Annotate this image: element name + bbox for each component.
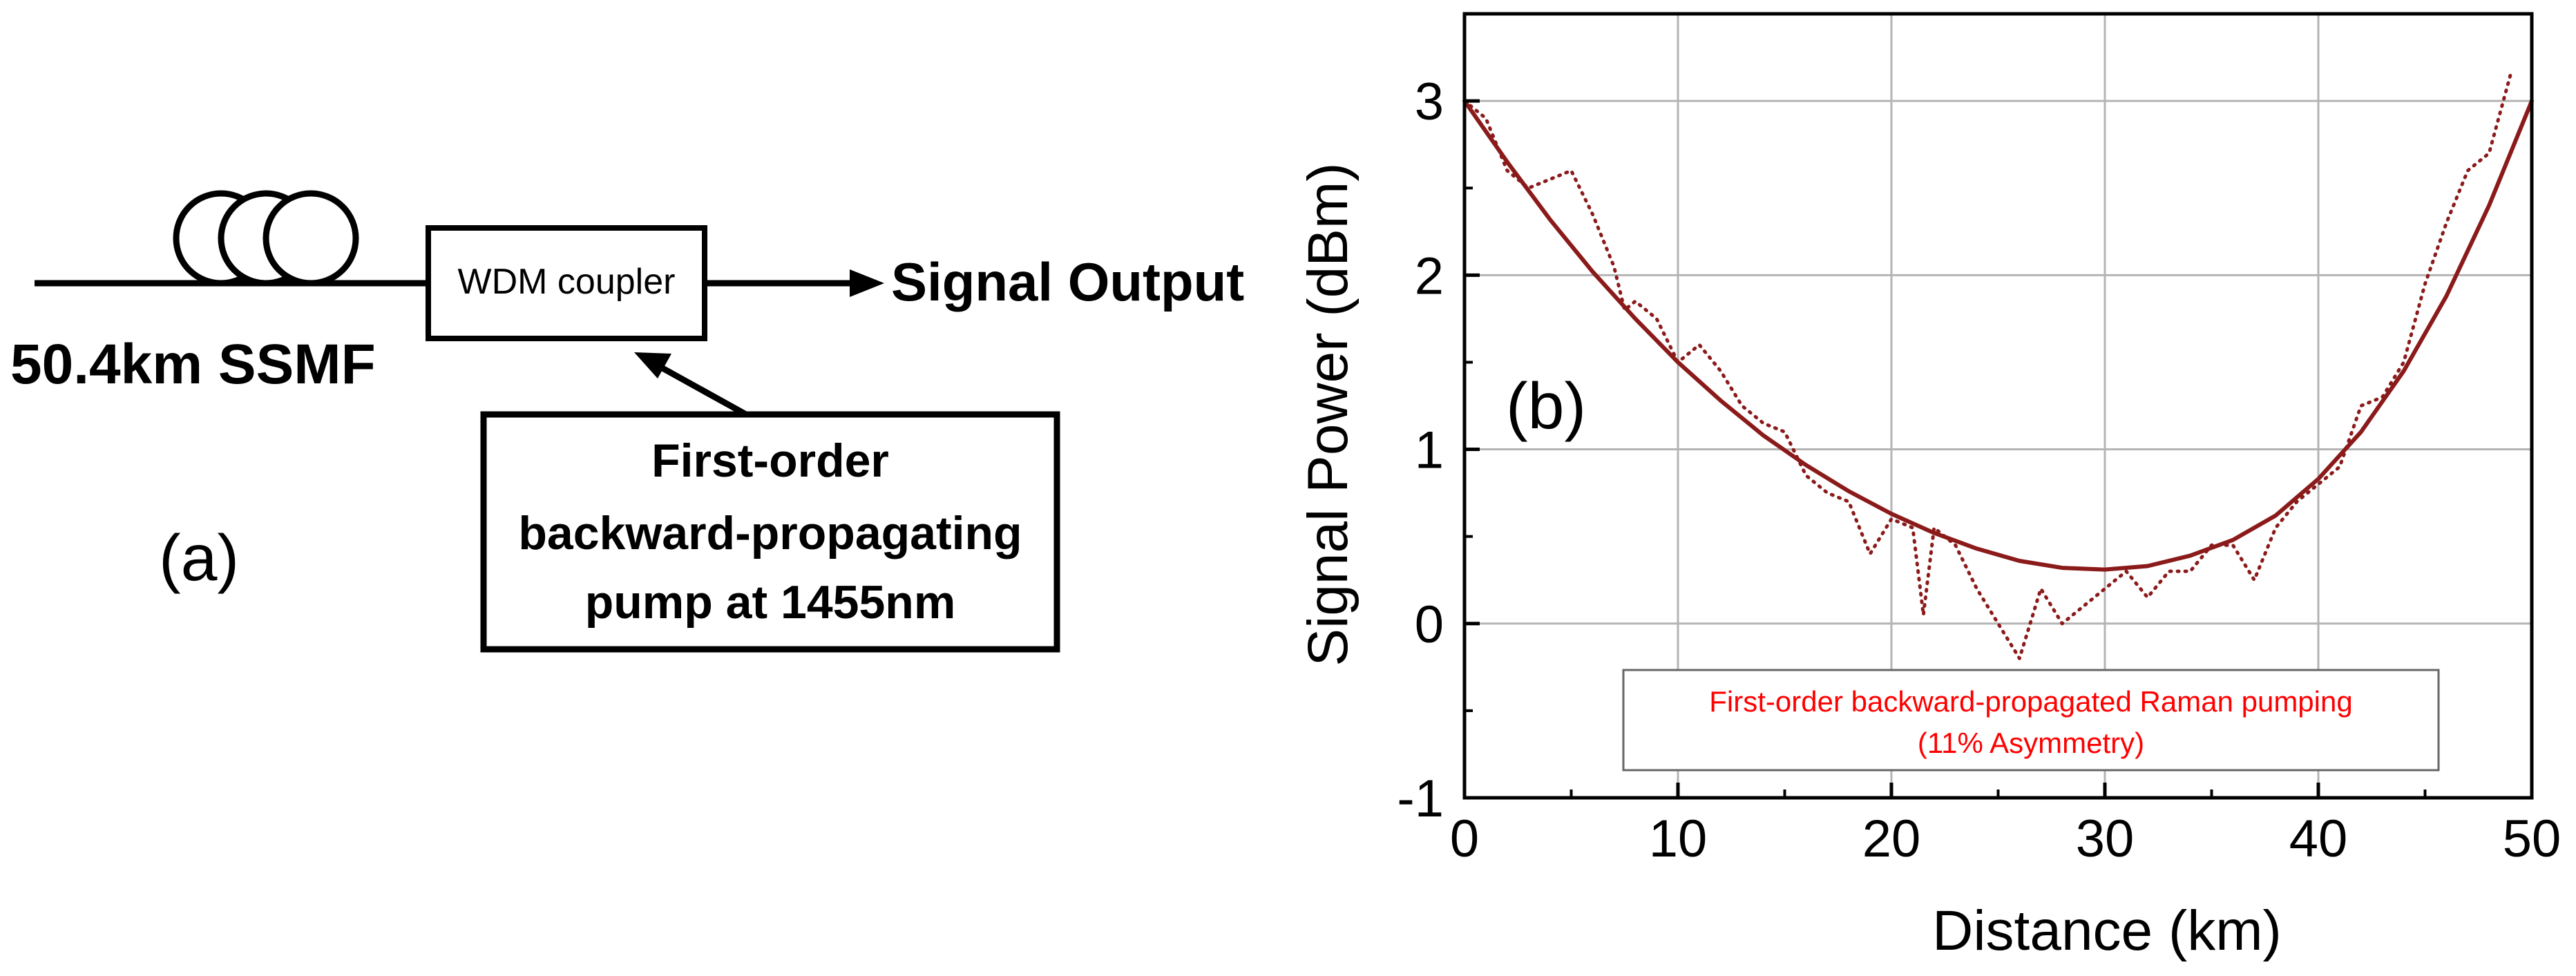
pump-label-line-3: pump at 1455nm bbox=[585, 576, 956, 629]
tick-layer bbox=[1462, 99, 2534, 800]
panel-a-diagram: WDM coupler Signal Output 50.4km SSMF Fi… bbox=[10, 190, 1244, 653]
pump-box bbox=[480, 411, 1060, 653]
y-tick-label: 0 bbox=[1415, 595, 1444, 654]
pump-label-line-2: backward-propagating bbox=[518, 507, 1022, 559]
annotation-box bbox=[1622, 669, 2440, 772]
fiber-label: 50.4km SSMF bbox=[10, 333, 376, 396]
y-axis-title: Signal Power (dBm) bbox=[1297, 162, 1359, 666]
y-tick-label: 2 bbox=[1415, 247, 1444, 305]
x-tick-label: 0 bbox=[1450, 810, 1479, 868]
annotation-line-2: (11% Asymmetry) bbox=[1918, 727, 2144, 759]
fiber-spool-icon bbox=[173, 190, 359, 287]
wdm-coupler-label: WDM coupler bbox=[458, 262, 676, 302]
pump-label-line-1: First-order bbox=[651, 434, 889, 487]
x-tick-label: 10 bbox=[1649, 810, 1708, 868]
measured-power-series-line bbox=[1462, 73, 2512, 660]
fitted-power-series-line bbox=[1462, 99, 2534, 572]
arrow-right-icon bbox=[705, 269, 884, 297]
arrow-up-icon bbox=[634, 352, 748, 417]
panel-b-label: (b) bbox=[1506, 370, 1586, 443]
signal-output-label: Signal Output bbox=[891, 251, 1244, 312]
x-tick-label: 50 bbox=[2503, 810, 2561, 868]
x-tick-label: 20 bbox=[1862, 810, 1921, 868]
x-axis-title: Distance (km) bbox=[1932, 899, 2282, 962]
x-tick-label: 40 bbox=[2289, 810, 2348, 868]
wdm-coupler-box bbox=[426, 225, 707, 341]
y-tick-label: 1 bbox=[1415, 421, 1444, 480]
panel-a-label: (a) bbox=[159, 522, 239, 595]
y-tick-label: 3 bbox=[1415, 73, 1444, 131]
grid-layer bbox=[1464, 14, 2532, 798]
y-tick-label: -1 bbox=[1397, 769, 1444, 828]
series-layer bbox=[1462, 73, 2534, 660]
x-tick-label: 30 bbox=[2076, 810, 2135, 868]
annotation-line-1: First-order backward-propagated Raman pu… bbox=[1709, 685, 2352, 718]
